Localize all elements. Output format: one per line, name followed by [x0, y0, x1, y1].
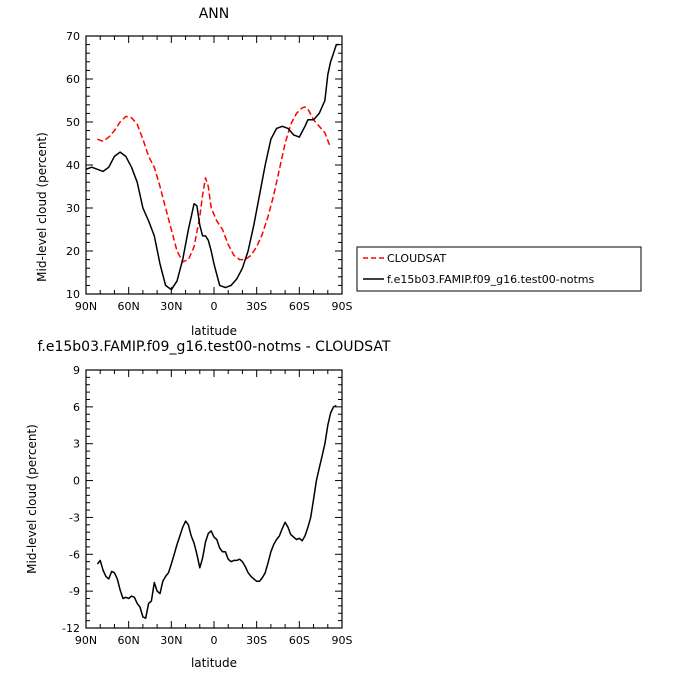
bottom-series-line-0 — [96, 404, 337, 619]
top-panel-xlabel: latitude — [191, 324, 237, 338]
top-y-tick-label: 30 — [66, 202, 80, 215]
top-x-tick-label: 90S — [332, 300, 353, 313]
bottom-x-tick-label: 60N — [118, 634, 140, 647]
top-y-tick-label: 50 — [66, 116, 80, 129]
top-panel-title: ANN — [199, 6, 230, 22]
bottom-plot-area: 90N 60N 30N 0 30S 60S 90S -12 -9 -6 -3 0 3 6 9 — [62, 364, 352, 647]
top-x-tick-label: 30S — [246, 300, 267, 313]
bottom-y-tick-label: -9 — [69, 585, 80, 598]
bottom-y-tick-label: 3 — [73, 438, 80, 451]
legend: CLOUDSAT f.e15b03.FAMIP.f09_g16.test00-n… — [356, 246, 642, 292]
top-y-tick-label: 10 — [66, 288, 80, 301]
top-series-line-1 — [85, 43, 340, 291]
top-series-line-0 — [97, 106, 332, 263]
bottom-y-tick-label: -3 — [69, 511, 80, 524]
top-plot-area: 90N 60N 30N 0 30S 60S 90S 10 20 30 40 50 60 70 — [66, 30, 353, 313]
bottom-panel-ylabel: Mid-level cloud (percent) — [25, 424, 39, 574]
top-panel: ANN 90N 60N 30N 0 30S 60S 90S 10 20 30 40 50 60 70 la… — [35, 6, 353, 338]
top-x-tick-label: 90N — [75, 300, 97, 313]
top-x-tick-label: 30N — [160, 300, 182, 313]
bottom-x-tick-label: 60S — [289, 634, 310, 647]
top-x-tick-label: 60S — [289, 300, 310, 313]
bottom-y-tick-label: -12 — [62, 622, 80, 635]
top-y-tick-label: 60 — [66, 73, 80, 86]
bottom-y-tick-label: -6 — [69, 548, 80, 561]
bottom-x-tick-label: 30S — [246, 634, 267, 647]
bottom-y-tick-label: 0 — [73, 475, 80, 488]
top-y-tick-label: 40 — [66, 159, 80, 172]
bottom-panel-title: f.e15b03.FAMIP.f09_g16.test00-notms - CL… — [38, 339, 391, 355]
bottom-y-tick-label: 6 — [73, 401, 80, 414]
legend-label-model: f.e15b03.FAMIP.f09_g16.test00-notms — [387, 273, 594, 286]
bottom-x-tick-label: 0 — [211, 634, 218, 647]
bottom-panel-xlabel: latitude — [191, 656, 237, 670]
legend-box — [356, 246, 642, 292]
top-panel-ylabel: Mid-level cloud (percent) — [35, 132, 49, 282]
bottom-x-tick-label: 90S — [332, 634, 353, 647]
bottom-x-tick-label: 30N — [160, 634, 182, 647]
top-x-tick-label: 60N — [118, 300, 140, 313]
top-x-tick-label: 0 — [211, 300, 218, 313]
top-y-tick-label: 70 — [66, 30, 80, 43]
bottom-panel: f.e15b03.FAMIP.f09_g16.test00-notms - CL… — [25, 339, 391, 670]
bottom-y-tick-label: 9 — [73, 364, 80, 377]
bottom-x-tick-label: 90N — [75, 634, 97, 647]
legend-label-cloudsat: CLOUDSAT — [387, 252, 446, 265]
top-y-tick-label: 20 — [66, 245, 80, 258]
